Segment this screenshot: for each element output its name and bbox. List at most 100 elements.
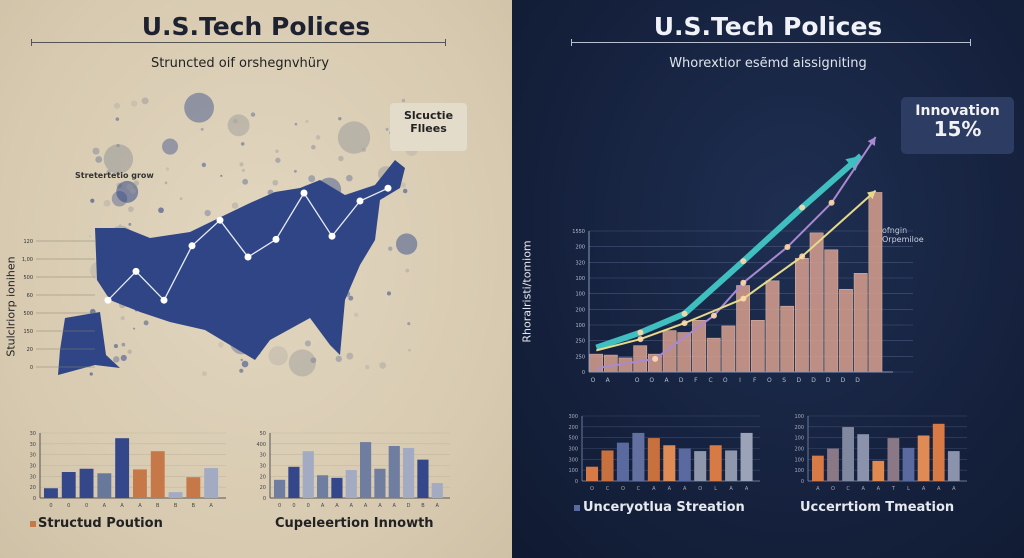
splatter-dot bbox=[348, 295, 354, 301]
splatter-dot bbox=[218, 342, 224, 348]
badge-value: 15% bbox=[933, 117, 982, 141]
splatter-dot bbox=[408, 348, 411, 352]
splatter-dot bbox=[169, 139, 176, 145]
splatter-dot bbox=[133, 180, 140, 186]
splatter-dot bbox=[400, 182, 406, 188]
splatter-dot bbox=[103, 199, 111, 207]
splatter-dot bbox=[239, 368, 244, 373]
main-chart-y-label: Rhoralristi/tomiom bbox=[520, 240, 534, 343]
right-panel: U.S.Tech Polices Whorextior esẽmd aissig… bbox=[512, 0, 1024, 558]
map-data-point bbox=[300, 189, 308, 197]
splatter-dot bbox=[275, 157, 281, 163]
bottom-right1-legend: Unceryotlua Streation bbox=[574, 500, 745, 515]
splatter-dot bbox=[130, 188, 136, 195]
map-y-tick: 20 bbox=[27, 347, 33, 353]
splatter-dot bbox=[158, 207, 164, 214]
splatter-dot bbox=[127, 349, 132, 354]
splatter-dot bbox=[164, 181, 168, 185]
splatter-dot bbox=[241, 168, 246, 173]
left-title-divider bbox=[31, 39, 446, 46]
splatter-dot bbox=[200, 127, 204, 131]
splatter-dot bbox=[115, 117, 120, 121]
splatter-dot bbox=[241, 360, 249, 368]
map-y-tick: 150 bbox=[23, 329, 33, 335]
splatter-dot bbox=[201, 162, 207, 168]
map-data-point bbox=[160, 296, 168, 304]
splatter-dot bbox=[113, 102, 121, 109]
map-label: Stretertetio grow bbox=[75, 171, 154, 180]
splatter-dot bbox=[220, 174, 223, 177]
splatter-dot bbox=[106, 169, 112, 175]
splatter-dot bbox=[395, 233, 418, 255]
splatter-dot bbox=[402, 188, 408, 194]
innovation-badge: Innovation 15% bbox=[901, 97, 1014, 154]
splatter-dot bbox=[143, 320, 149, 326]
map-data-point bbox=[356, 197, 364, 205]
splatter-dot bbox=[90, 198, 95, 203]
right-title: U.S.Tech Polices bbox=[653, 12, 883, 41]
splatter-dot bbox=[165, 167, 170, 171]
splatter-dot bbox=[128, 222, 132, 226]
splatter-dot bbox=[240, 358, 243, 362]
alaska-shape bbox=[58, 312, 120, 375]
map-data-point bbox=[328, 232, 336, 240]
splatter-dot bbox=[92, 147, 100, 155]
splatter-dot bbox=[116, 180, 139, 203]
splatter-dot bbox=[308, 175, 316, 183]
splatter-dot bbox=[401, 98, 406, 103]
splatter-dot bbox=[162, 138, 179, 155]
splatter-dot bbox=[293, 169, 297, 173]
splatter-dot bbox=[405, 268, 410, 273]
splatter-dot bbox=[227, 114, 250, 137]
splatter-dot bbox=[201, 371, 207, 377]
splatter-dot bbox=[310, 357, 317, 364]
legend-swatch bbox=[574, 505, 580, 511]
splatter-dot bbox=[120, 354, 127, 361]
map-y-tick: 0 bbox=[30, 365, 33, 371]
splatter-dot bbox=[338, 116, 342, 121]
splatter-dot bbox=[272, 179, 279, 186]
us-map-chart: 0 20 150 500 60 500 1,00 120 bbox=[22, 92, 418, 377]
splatter-dot bbox=[288, 349, 316, 377]
bottom-right1-chart-title: Unceryotlua Streation bbox=[583, 500, 745, 515]
bottom-right2-chart-title: Uccerrtiom Tmeation bbox=[800, 500, 955, 515]
splatter-dot bbox=[305, 119, 309, 124]
splatter-dot bbox=[133, 327, 136, 330]
right-subtitle: Whorextior esẽmd aissigniting bbox=[669, 56, 867, 71]
splatter-dot bbox=[141, 97, 149, 105]
splatter-dot bbox=[239, 162, 244, 167]
map-data-point bbox=[104, 296, 112, 304]
side-note: ofngin Orpemiloe bbox=[882, 226, 924, 244]
splatter-dot bbox=[365, 364, 370, 370]
splatter-dot bbox=[231, 202, 239, 209]
splatter-dot bbox=[353, 312, 359, 318]
splatter-dot bbox=[335, 355, 342, 363]
splatter-dot bbox=[103, 144, 134, 174]
splatter-dot bbox=[120, 316, 125, 321]
map-data-point bbox=[384, 184, 392, 192]
splatter-dot bbox=[179, 197, 183, 201]
map-data-point bbox=[216, 216, 224, 224]
bottom-left-chart-legend: Structud Poution bbox=[30, 516, 163, 531]
map-data-point bbox=[244, 253, 252, 261]
splatter-dot bbox=[113, 344, 118, 349]
splatter-dot bbox=[130, 100, 138, 107]
splatter-dot bbox=[338, 155, 344, 162]
splatter-dot bbox=[184, 92, 214, 123]
us-map-shape bbox=[95, 160, 405, 360]
splatter-dot bbox=[268, 346, 288, 366]
splatter-dot bbox=[386, 291, 392, 296]
splatter-dot bbox=[95, 156, 103, 163]
map-y-tick: 500 bbox=[23, 275, 33, 281]
bottom-left-chart-title: Structud Poution bbox=[38, 516, 163, 531]
splatter-dot bbox=[337, 121, 371, 154]
splatter-dot bbox=[242, 178, 249, 185]
splatter-dot bbox=[346, 174, 353, 182]
splatter-dot bbox=[385, 127, 389, 131]
splatter-dot bbox=[232, 118, 238, 124]
splatter-dot bbox=[118, 224, 122, 227]
left-title: U.S.Tech Polices bbox=[141, 12, 371, 41]
splatter-dot bbox=[89, 372, 93, 376]
splatter-dot bbox=[379, 362, 387, 369]
splatter-dot bbox=[294, 122, 298, 126]
